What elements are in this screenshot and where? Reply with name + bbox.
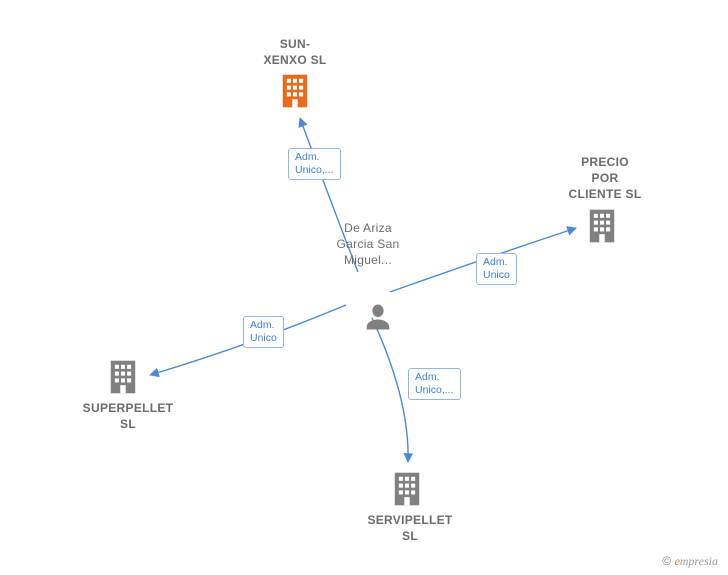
node-label-precio: PRECIO POR CLIENTE SL [555,154,655,203]
building-icon-sunxenxo[interactable] [278,72,312,110]
edge-label-text: Unico,... [415,384,454,396]
node-label-sunxenxo: SUN- XENXO SL [245,36,345,68]
label-text: SL [120,417,136,431]
label-text: Garcia San [336,237,399,251]
edge-label-text: Unico [483,269,510,281]
node-label-servipellet: SERVIPELLET SL [360,512,460,544]
diagram-canvas: Adm. Unico,... Adm. Unico Adm. Unico Adm… [0,0,728,575]
copyright: © empresia [662,554,718,569]
label-text: PRECIO [581,155,629,169]
edge-label-text: Adm. [295,151,320,163]
edge-label-text: Adm. [415,371,440,383]
building-icon-servipellet[interactable] [390,470,424,508]
edge-to-servipellet [372,318,408,462]
node-label-superpellet: SUPERPELLET SL [78,400,178,432]
edge-label-sunxenxo: Adm. Unico,... [288,148,341,180]
label-text: CLIENTE SL [568,187,641,201]
brand-rest: mpresia [680,554,718,568]
label-text: SERVIPELLET [367,513,452,527]
edge-label-text: Adm. [250,319,275,331]
building-icon-precio[interactable] [585,207,619,245]
edge-label-servipellet: Adm. Unico,... [408,368,461,400]
person-icon[interactable] [363,300,393,334]
label-text: POR [592,171,619,185]
label-text: De Ariza [344,221,392,235]
label-text: XENXO SL [263,53,326,67]
edge-label-superpellet: Adm. Unico [243,316,284,348]
building-icon-superpellet[interactable] [106,358,140,396]
edges-layer [0,0,728,575]
label-text: SUPERPELLET [83,401,174,415]
edge-label-text: Unico,... [295,164,334,176]
edge-label-precio: Adm. Unico [476,253,517,285]
copyright-symbol: © [662,554,671,568]
edge-label-text: Unico [250,332,277,344]
label-text: Miguel... [344,253,392,267]
label-text: SUN- [280,37,311,51]
center-person-label: De Ariza Garcia San Miguel... [323,220,413,269]
label-text: SL [402,529,418,543]
edge-label-text: Adm. [483,256,508,268]
